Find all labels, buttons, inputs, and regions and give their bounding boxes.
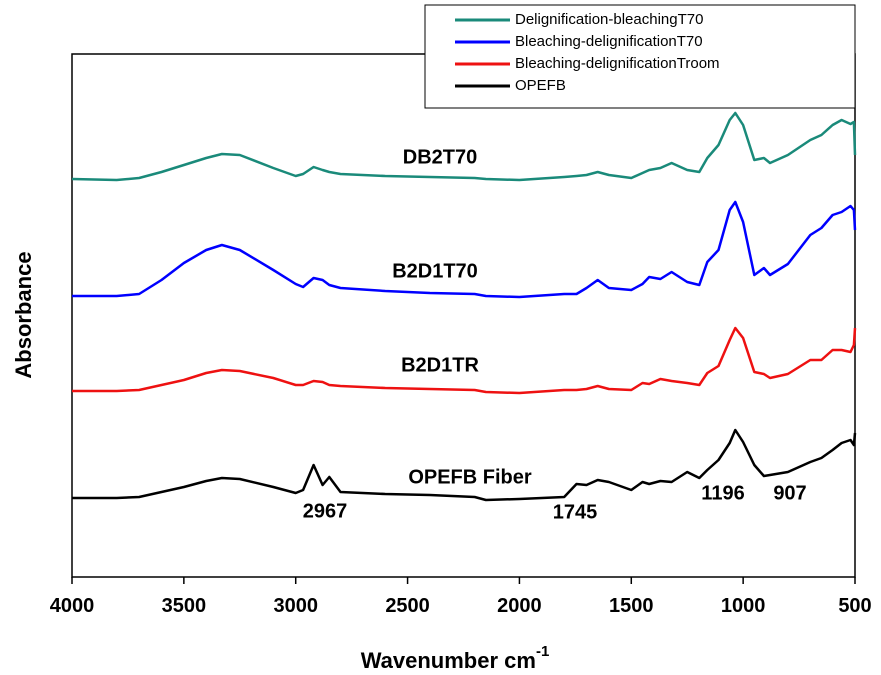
y-axis-label: Absorbance <box>11 251 36 378</box>
x-tick-label: 2500 <box>385 595 430 617</box>
x-tick-label: 1000 <box>721 595 766 617</box>
series-line <box>72 428 857 502</box>
legend-label: Bleaching-delignificationTroom <box>515 55 720 72</box>
legend: Delignification-bleachingT70 Bleaching-de… <box>424 4 856 109</box>
x-tick-label: 1500 <box>609 595 654 617</box>
annotation: 1745 <box>553 501 598 523</box>
x-axis-label-main: Wavenumber cm <box>361 648 536 673</box>
x-axis-label: Wavenumber cm-1 <box>361 643 550 673</box>
annotation: OPEFB Fiber <box>408 466 532 488</box>
legend-label: Delignification-bleachingT70 <box>515 11 703 28</box>
x-tick-label: 2000 <box>497 595 542 617</box>
x-tick-label: 3500 <box>162 595 207 617</box>
annotation: B2D1TR <box>401 354 479 376</box>
annotation: B2D1T70 <box>392 260 478 282</box>
legend-box <box>424 4 856 109</box>
annotation: 2967 <box>303 500 348 522</box>
legend-label: OPEFB <box>515 77 566 94</box>
x-axis-label-superscript: -1 <box>536 643 549 660</box>
series-line <box>72 200 857 299</box>
series-line <box>72 326 857 395</box>
x-tick-label: 500 <box>838 595 871 617</box>
x-tick-label: 4000 <box>50 595 95 617</box>
annotation: 1196 <box>701 482 744 504</box>
annotation: DB2T70 <box>403 146 477 168</box>
x-tick-label: 3000 <box>273 595 318 617</box>
legend-label: Bleaching-delignificationT70 <box>515 33 703 50</box>
series-line <box>71 111 857 182</box>
annotation: 907 <box>773 482 806 504</box>
